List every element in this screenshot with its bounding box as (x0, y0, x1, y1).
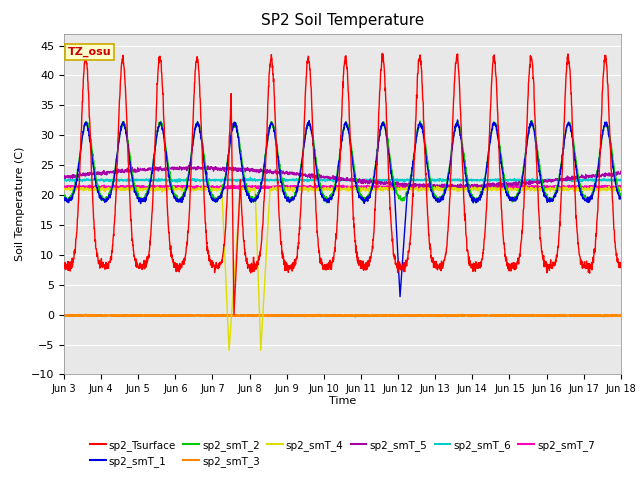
sp2_Tsurface (505, 263, 513, 268)
sp2_smT_4 (617, 187, 625, 193)
sp2_smT_1 (358, 197, 366, 203)
sp2_smT_4 (225, 348, 233, 353)
sp2_smT_5 (371, 179, 379, 185)
sp2_smT_1 (371, 172, 378, 178)
sp2_smT_5 (584, 173, 591, 179)
sp2_smT_6 (371, 177, 379, 182)
sp2_smT_3 (216, 313, 223, 319)
sp2_smT_4 (505, 187, 513, 192)
sp2_smT_1 (454, 117, 461, 123)
sp2_Tsurface (617, 264, 625, 269)
sp2_smT_7 (568, 184, 576, 190)
sp2_smT_2 (359, 194, 367, 200)
Line: sp2_smT_3: sp2_smT_3 (64, 314, 621, 317)
sp2_smT_2 (584, 197, 591, 203)
sp2_smT_5 (617, 168, 625, 174)
sp2_smT_2 (568, 132, 576, 138)
sp2_smT_2 (323, 200, 330, 205)
sp2_smT_6 (246, 175, 254, 180)
Line: sp2_Tsurface: sp2_Tsurface (64, 53, 621, 314)
sp2_smT_3 (359, 313, 367, 319)
Line: sp2_smT_7: sp2_smT_7 (64, 185, 621, 189)
sp2_smT_3 (60, 312, 68, 318)
sp2_smT_7 (359, 184, 367, 190)
sp2_smT_6 (617, 177, 625, 183)
sp2_smT_2 (60, 192, 68, 198)
Line: sp2_smT_4: sp2_smT_4 (64, 186, 621, 350)
sp2_smT_6 (568, 179, 576, 184)
sp2_smT_7 (584, 185, 591, 191)
sp2_smT_2 (371, 166, 379, 171)
sp2_smT_3 (371, 312, 379, 318)
sp2_smT_1 (584, 194, 591, 200)
sp2_smT_5 (359, 179, 367, 185)
sp2_smT_3 (505, 313, 513, 319)
sp2_smT_5 (568, 173, 576, 179)
sp2_smT_4 (216, 187, 223, 193)
sp2_smT_5 (478, 186, 486, 192)
X-axis label: Time: Time (329, 396, 356, 406)
sp2_smT_3 (568, 312, 576, 318)
sp2_smT_1 (617, 195, 625, 201)
sp2_smT_4 (568, 185, 576, 191)
sp2_smT_1 (216, 195, 223, 201)
sp2_smT_1 (568, 134, 576, 140)
sp2_smT_1 (396, 294, 404, 300)
sp2_smT_4 (60, 187, 68, 192)
sp2_smT_2 (504, 192, 512, 198)
sp2_smT_7 (216, 184, 223, 190)
sp2_smT_5 (185, 162, 193, 168)
sp2_Tsurface (60, 265, 68, 271)
Line: sp2_smT_2: sp2_smT_2 (64, 120, 621, 203)
sp2_smT_3 (584, 312, 591, 318)
sp2_smT_4 (199, 183, 207, 189)
sp2_smT_6 (359, 177, 367, 182)
sp2_smT_2 (528, 118, 536, 123)
sp2_smT_5 (505, 182, 513, 188)
Y-axis label: Soil Temperature (C): Soil Temperature (C) (15, 147, 26, 261)
sp2_smT_7 (301, 186, 308, 192)
sp2_smT_2 (617, 194, 625, 200)
sp2_smT_4 (584, 185, 591, 191)
Text: TZ_osu: TZ_osu (68, 47, 111, 57)
sp2_smT_1 (60, 196, 68, 202)
Line: sp2_smT_1: sp2_smT_1 (64, 120, 621, 297)
sp2_smT_6 (71, 180, 79, 185)
sp2_Tsurface (230, 312, 238, 317)
sp2_smT_7 (617, 185, 625, 191)
sp2_Tsurface (568, 115, 576, 120)
sp2_Tsurface (378, 50, 386, 56)
sp2_Tsurface (359, 261, 367, 267)
Bar (64, 34, 621, 374)
sp2_smT_7 (505, 183, 513, 189)
sp2_smT_1 (505, 194, 513, 200)
sp2_smT_3 (351, 314, 359, 320)
sp2_smT_4 (371, 186, 379, 192)
Line: sp2_smT_6: sp2_smT_6 (64, 178, 621, 182)
Legend: sp2_Tsurface, sp2_smT_1, sp2_smT_2, sp2_smT_3, sp2_smT_4, sp2_smT_5, sp2_smT_6, : sp2_Tsurface, sp2_smT_1, sp2_smT_2, sp2_… (86, 436, 599, 471)
sp2_smT_6 (60, 178, 68, 183)
sp2_smT_5 (60, 173, 68, 179)
sp2_smT_6 (584, 178, 591, 183)
sp2_Tsurface (584, 263, 591, 268)
sp2_smT_4 (359, 185, 367, 191)
sp2_smT_7 (465, 182, 473, 188)
sp2_smT_6 (505, 177, 513, 183)
sp2_smT_7 (60, 184, 68, 190)
sp2_smT_6 (216, 178, 223, 183)
sp2_Tsurface (371, 206, 379, 212)
sp2_smT_7 (371, 184, 379, 190)
sp2_smT_3 (83, 312, 90, 317)
sp2_smT_5 (216, 166, 223, 172)
Line: sp2_smT_5: sp2_smT_5 (64, 165, 621, 189)
Title: SP2 Soil Temperature: SP2 Soil Temperature (260, 13, 424, 28)
sp2_smT_3 (617, 312, 625, 318)
sp2_Tsurface (216, 260, 223, 266)
sp2_smT_2 (216, 195, 223, 201)
